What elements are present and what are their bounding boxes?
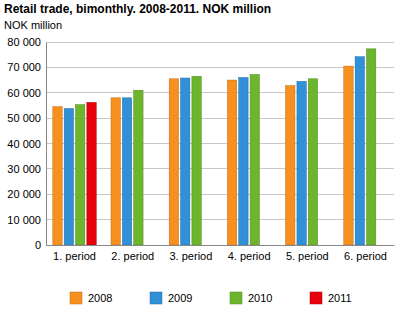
tick: 50 000 <box>7 112 46 124</box>
tick: 5. period <box>286 245 329 262</box>
grid-line <box>46 168 394 169</box>
bar <box>250 74 259 245</box>
legend-label: 2009 <box>168 292 192 304</box>
axis-line <box>47 245 395 246</box>
bars <box>53 49 376 245</box>
tick-label: 20 000 <box>7 188 41 200</box>
bar <box>355 57 364 245</box>
title: Retail trade, bimonthly. 2008-2011. NOK … <box>4 2 271 16</box>
legend-item: 2008 <box>70 292 112 304</box>
bar <box>286 86 295 245</box>
bar <box>53 107 62 245</box>
bar <box>111 98 120 245</box>
grid-line <box>46 194 394 195</box>
legend-item: 2011 <box>310 292 352 304</box>
tick: 20 000 <box>7 188 46 200</box>
legend-label: 2011 <box>328 292 352 304</box>
grid-line <box>46 42 394 43</box>
tick-label: 2. period <box>111 250 154 262</box>
tick: 10 000 <box>7 214 46 226</box>
bar <box>64 108 73 245</box>
tick-label: 6. period <box>344 250 387 262</box>
plot: 0 10 000 20 000 30 000 40 000 50 000 60 000 70 … <box>7 36 394 262</box>
bar <box>87 102 96 245</box>
tick: 0 <box>35 239 46 251</box>
tick: 80 000 <box>7 36 46 48</box>
tick-label: 0 <box>35 239 41 251</box>
tick-label: 70 000 <box>7 61 41 73</box>
bar-series <box>64 57 364 245</box>
grid <box>46 42 394 245</box>
grid-line <box>46 67 394 68</box>
grid-line <box>46 118 394 119</box>
bar <box>181 78 190 245</box>
bar-series <box>87 102 96 245</box>
bar-series <box>53 66 353 245</box>
tick: 70 000 <box>7 61 46 73</box>
tick-label: 80 000 <box>7 36 41 48</box>
axis-line <box>46 43 47 246</box>
legend-swatch <box>310 292 322 304</box>
legend: 2008 2009 2010 2011 <box>70 292 352 304</box>
tick: 6. period <box>344 245 387 262</box>
tick-label: 1. period <box>53 250 96 262</box>
tick-label: 4. period <box>228 250 271 262</box>
tick: 4. period <box>228 245 271 262</box>
legend-item: 2010 <box>230 292 272 304</box>
legend-swatch <box>70 292 82 304</box>
legend-swatch <box>150 292 162 304</box>
grid-line <box>46 92 394 93</box>
tick-label: 10 000 <box>7 214 41 226</box>
tick: 30 000 <box>7 163 46 175</box>
bar-series <box>76 49 376 245</box>
legend-item: 2009 <box>150 292 192 304</box>
grid-line <box>46 219 394 220</box>
tick-label: 5. period <box>286 250 329 262</box>
grid-line <box>46 245 394 246</box>
bar <box>169 79 178 245</box>
chart: Retail trade, bimonthly. 2008-2011. NOK … <box>0 0 400 320</box>
tick: 1. period <box>53 245 96 262</box>
tick-label: 60 000 <box>7 87 41 99</box>
legend-label: 2010 <box>248 292 272 304</box>
bar <box>122 98 131 245</box>
tick: 40 000 <box>7 138 46 150</box>
tick: 3. period <box>169 245 212 262</box>
legend-swatch <box>230 292 242 304</box>
bar <box>192 76 201 245</box>
tick-label: 40 000 <box>7 138 41 150</box>
y-axis: 0 10 000 20 000 30 000 40 000 50 000 60 000 70 … <box>7 36 46 251</box>
bar <box>366 49 375 245</box>
tick-label: 30 000 <box>7 163 41 175</box>
tick-label: 3. period <box>169 250 212 262</box>
bar <box>134 90 143 245</box>
legend-label: 2008 <box>88 292 112 304</box>
bar <box>297 81 306 245</box>
y-axis-title: NOK million <box>4 19 62 31</box>
bar <box>76 105 85 245</box>
tick-label: 50 000 <box>7 112 41 124</box>
x-axis: 1. period 2. period 3. period 4. period 5. p… <box>47 245 395 262</box>
tick: 2. period <box>111 245 154 262</box>
grid-line <box>46 143 394 144</box>
bar <box>308 79 317 245</box>
tick: 60 000 <box>7 87 46 99</box>
bar <box>227 80 236 245</box>
bar <box>344 66 353 245</box>
bar <box>239 78 248 245</box>
